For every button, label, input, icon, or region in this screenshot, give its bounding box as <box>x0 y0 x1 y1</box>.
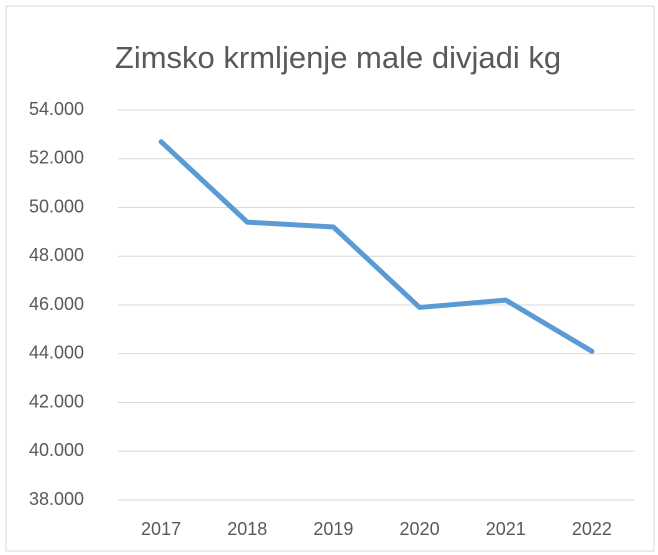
line-series <box>158 139 595 354</box>
y-tick-label: 42.000 <box>29 391 84 411</box>
x-tick-label: 2017 <box>141 519 181 539</box>
y-tick-label: 46.000 <box>29 294 84 314</box>
y-tick-label: 54.000 <box>29 99 84 119</box>
x-tick-label: 2021 <box>486 519 526 539</box>
y-tick-label: 52.000 <box>29 148 84 168</box>
x-tick-label: 2020 <box>400 519 440 539</box>
y-tick-label: 44.000 <box>29 343 84 363</box>
x-tick-label: 2022 <box>572 519 612 539</box>
x-tick-label: 2018 <box>227 519 267 539</box>
y-tick-label: 48.000 <box>29 245 84 265</box>
chart-title: Zimsko krmljenje male divjadi kg <box>115 40 561 75</box>
y-tick-label: 38.000 <box>29 489 84 509</box>
y-tick-label: 40.000 <box>29 440 84 460</box>
chart-border <box>5 5 655 552</box>
y-tick-label: 50.000 <box>29 196 84 216</box>
x-tick-label: 2019 <box>313 519 353 539</box>
